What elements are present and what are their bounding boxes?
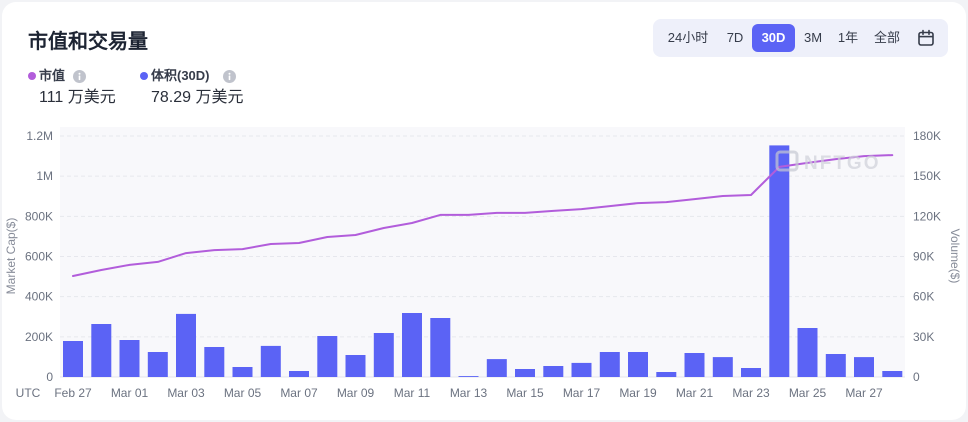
y2-tick-label: 60K: [913, 290, 934, 304]
legend-label-market-cap: 市值: [39, 68, 66, 83]
y2-tick-label: 150K: [913, 169, 941, 183]
x-tick-label: Mar 07: [280, 386, 318, 400]
x-tick-label: Mar 25: [789, 386, 827, 400]
volume-bar: [825, 354, 846, 377]
volume-bar: [656, 372, 677, 377]
volume-bar: [741, 368, 761, 377]
y2-tick-label: 30K: [913, 330, 934, 344]
range-3m-button[interactable]: 3M: [803, 30, 823, 45]
range-30d-button[interactable]: 30D: [752, 24, 795, 52]
volume-bar: [232, 367, 253, 377]
x-tick-label: Feb 27: [54, 386, 92, 400]
x-tick-label: Mar 05: [224, 386, 262, 400]
volume-bar: [882, 371, 903, 377]
y2-tick-label: 120K: [913, 209, 941, 223]
x-tick-label: Mar 21: [676, 386, 714, 400]
volume-bar: [373, 333, 394, 377]
volume-bar: [317, 336, 338, 377]
range-all-button[interactable]: 全部: [873, 30, 900, 45]
y2-axis-title: Volume($): [948, 229, 962, 284]
y-tick-label: 600K: [25, 250, 53, 264]
x-tick-label: Mar 01: [111, 386, 149, 400]
time-range-selector: 24小时 7D 30D 3M 1年 全部: [653, 19, 948, 57]
volume-bar: [684, 353, 705, 377]
volume-bar: [176, 313, 196, 377]
volume-bar: [458, 376, 479, 377]
range-1y-button[interactable]: 1年: [837, 30, 859, 45]
volume-bar: [854, 357, 874, 377]
calendar-icon[interactable]: [917, 29, 935, 47]
watermark-text: NFTGO: [804, 153, 881, 174]
x-tick-label: Mar 19: [619, 386, 657, 400]
y-tick-label: 0: [46, 370, 53, 384]
y-tick-label: 400K: [25, 290, 53, 304]
volume-bar: [402, 313, 422, 377]
volume-bar: [91, 324, 112, 377]
x-tick-label: Mar 03: [167, 386, 205, 400]
volume-bar: [63, 341, 83, 377]
volume-bar: [797, 328, 818, 377]
volume-bar: [628, 352, 648, 377]
x-axis-label: UTC: [16, 386, 41, 400]
watermark-logo: [775, 150, 799, 172]
y2-tick-label: 180K: [913, 129, 941, 143]
market-cap-line: [72, 154, 894, 277]
x-tick-label: Mar 23: [732, 386, 770, 400]
x-tick-label: Mar 15: [506, 386, 544, 400]
legend-dot-volume: [140, 72, 148, 80]
y2-tick-label: 0: [913, 370, 920, 384]
x-tick-label: Mar 27: [845, 386, 883, 400]
volume-bar: [769, 145, 790, 377]
volume-bar: [260, 345, 281, 377]
info-icon[interactable]: [223, 70, 236, 83]
legend-label-volume: 体积(30D): [151, 68, 210, 83]
x-tick-label: Mar 09: [337, 386, 375, 400]
volume-bar: [543, 366, 564, 377]
volume-bar: [289, 371, 309, 377]
volume-bar: [571, 362, 592, 377]
volume-bar: [486, 359, 507, 377]
legend-value-volume: 78.29 万美元: [151, 89, 244, 106]
legend-value-market-cap: 111 万美元: [39, 89, 116, 106]
volume-bar: [430, 318, 451, 377]
y-tick-label: 1.2M: [26, 129, 53, 143]
page-title: 市值和交易量: [28, 31, 148, 53]
volume-bar: [515, 369, 535, 377]
x-tick-label: Mar 17: [563, 386, 601, 400]
y-tick-label: 200K: [25, 330, 53, 344]
volume-bar: [345, 355, 366, 377]
range-24h-button[interactable]: 24小时: [667, 30, 709, 45]
legend-dot-market-cap: [28, 72, 36, 80]
volume-bar: [147, 352, 168, 377]
range-7d-button[interactable]: 7D: [726, 30, 744, 45]
volume-bar: [204, 347, 225, 377]
y-axis-title: Market Cap($): [4, 218, 18, 295]
x-tick-label: Mar 13: [450, 386, 488, 400]
watermark: NFTGO: [775, 150, 881, 174]
volume-bar: [712, 357, 733, 377]
volume-bar: [119, 340, 140, 377]
y2-tick-label: 90K: [913, 250, 934, 264]
volume-bar: [599, 352, 620, 377]
y-tick-label: 1M: [36, 169, 53, 183]
info-icon[interactable]: [73, 70, 86, 83]
x-tick-label: Mar 11: [394, 386, 431, 400]
y-tick-label: 800K: [25, 209, 53, 223]
